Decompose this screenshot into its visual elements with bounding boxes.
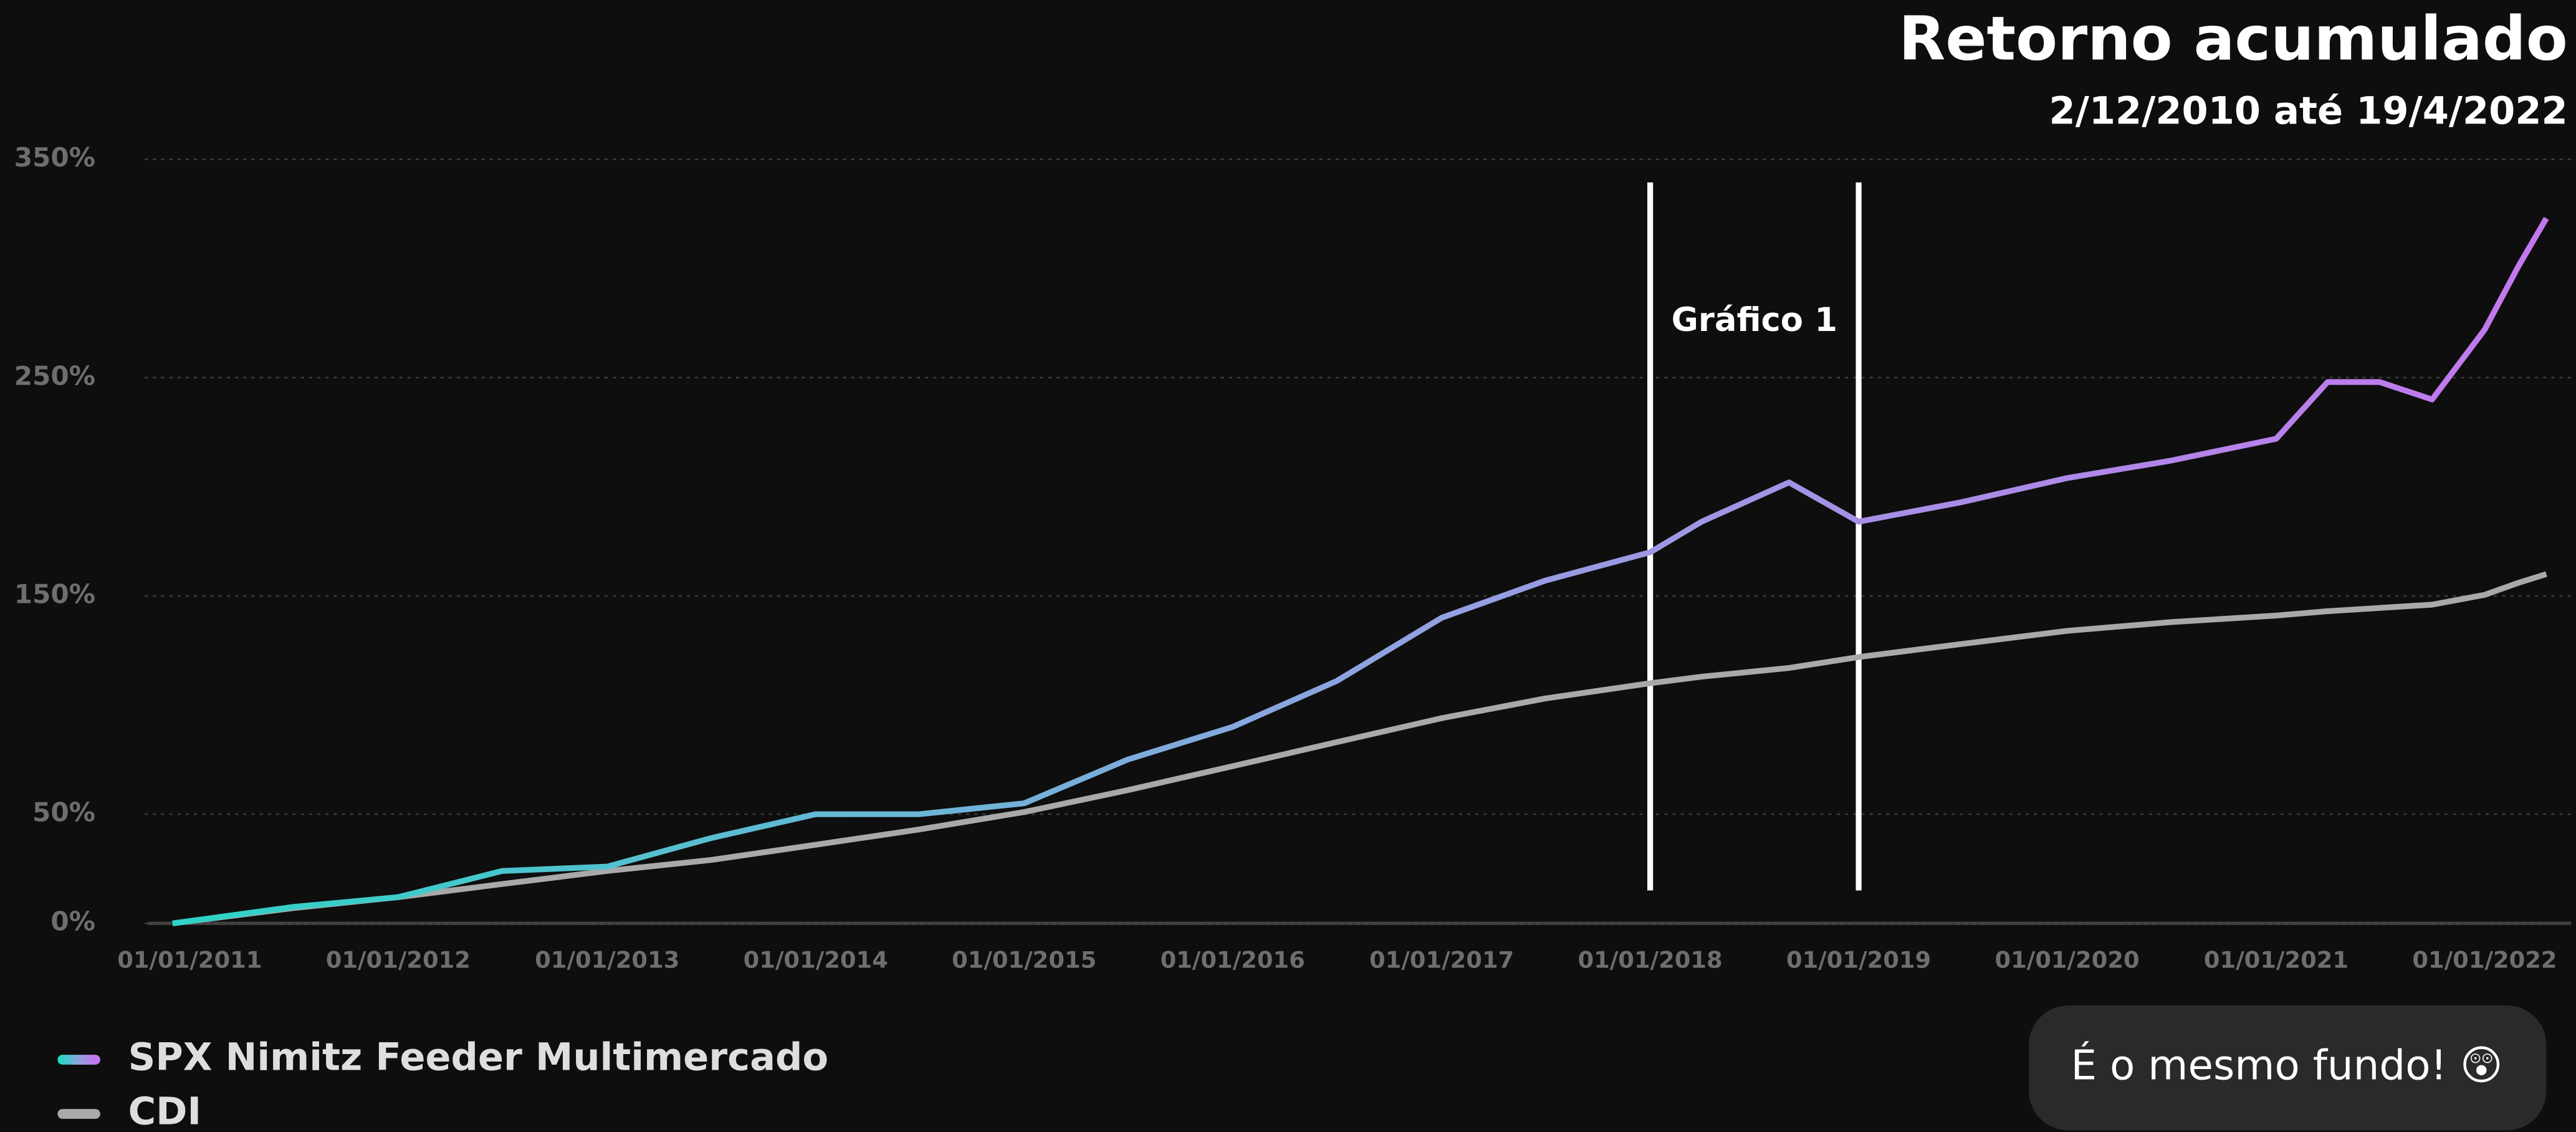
y-tick-label: 350% [14,142,95,173]
y-tick-label: 150% [14,579,95,610]
x-tick-label: 01/01/2013 [535,946,679,973]
x-tick-label: 01/01/2017 [1369,946,1514,973]
y-tick-label: 250% [14,360,95,391]
x-tick-label: 01/01/2021 [2204,946,2349,973]
x-tick-label: 01/01/2015 [952,946,1096,973]
legend-label: CDI [128,1090,201,1132]
annotation-label: Gráfico 1 [1672,301,1837,339]
note-bubble [2029,1005,2547,1131]
x-tick-label: 01/01/2022 [2412,946,2557,973]
x-tick-label: 01/01/2014 [744,946,888,973]
note: É o mesmo fundo! 😲 [2071,1040,2502,1089]
x-tick-label: 01/01/2011 [117,946,262,973]
y-tick-label: 0% [50,906,95,937]
x-tick-label: 01/01/2019 [1786,946,1931,973]
y-tick-label: 50% [32,797,95,828]
chart-subtitle: 2/12/2010 até 19/4/2022 [2049,89,2568,133]
series-line [172,571,2547,926]
series-line [172,216,2549,926]
chart-title: Retorno acumulado [1898,2,2567,74]
x-tick-label: 01/01/2012 [326,946,471,973]
x-tick-label: 01/01/2016 [1161,946,1305,973]
legend-label: SPX Nimitz Feeder Multimercado [128,1036,828,1080]
x-tick-label: 01/01/2018 [1578,946,1723,973]
x-tick-label: 01/01/2020 [1994,946,2139,973]
